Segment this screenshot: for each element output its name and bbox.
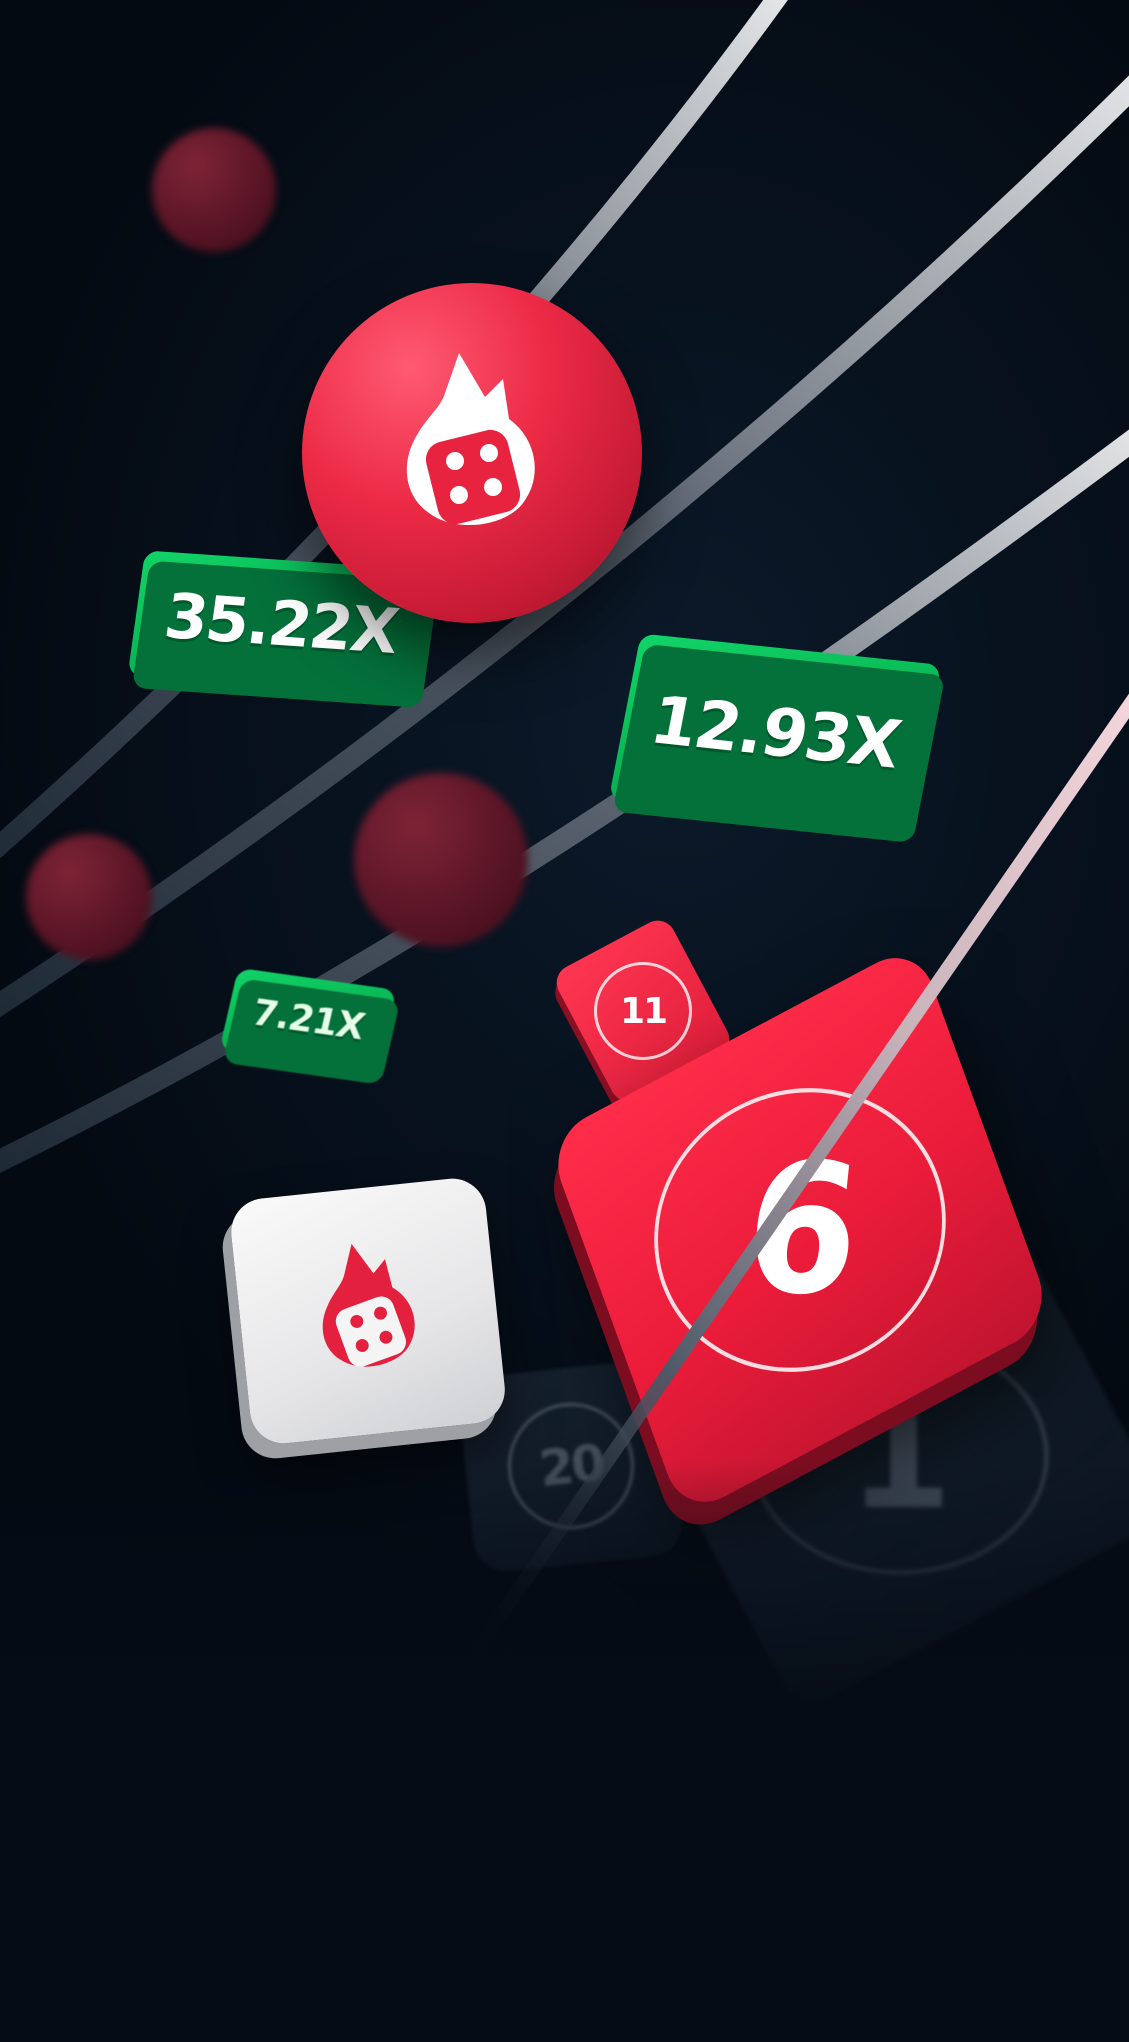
multiplier-small-text: 7.21X: [248, 992, 368, 1048]
blurred-ball-top: [152, 128, 276, 252]
tile-red-11-ring: 11: [594, 962, 692, 1060]
main-red-ball: [302, 283, 642, 623]
tile-white-logo: [227, 1175, 509, 1447]
flame-dice-icon: [406, 353, 535, 526]
tile-dark-20-number: 20: [536, 1433, 606, 1499]
blurred-ball-middle: [354, 773, 528, 947]
tile-red-6-ring: 6: [640, 1083, 960, 1377]
tile-dark-20-ring: 20: [501, 1396, 641, 1536]
multiplier-large-left-text: 35.22X: [160, 578, 402, 668]
tile-red-6-number: 6: [736, 1123, 864, 1337]
blurred-ball-left: [26, 834, 152, 960]
tile-red-11-number: 11: [619, 990, 667, 1032]
multiplier-badge-large-right: 12.93X: [608, 633, 942, 831]
flame-dice-icon: [322, 1243, 415, 1367]
multiplier-large-right-text: 12.93X: [644, 681, 906, 783]
